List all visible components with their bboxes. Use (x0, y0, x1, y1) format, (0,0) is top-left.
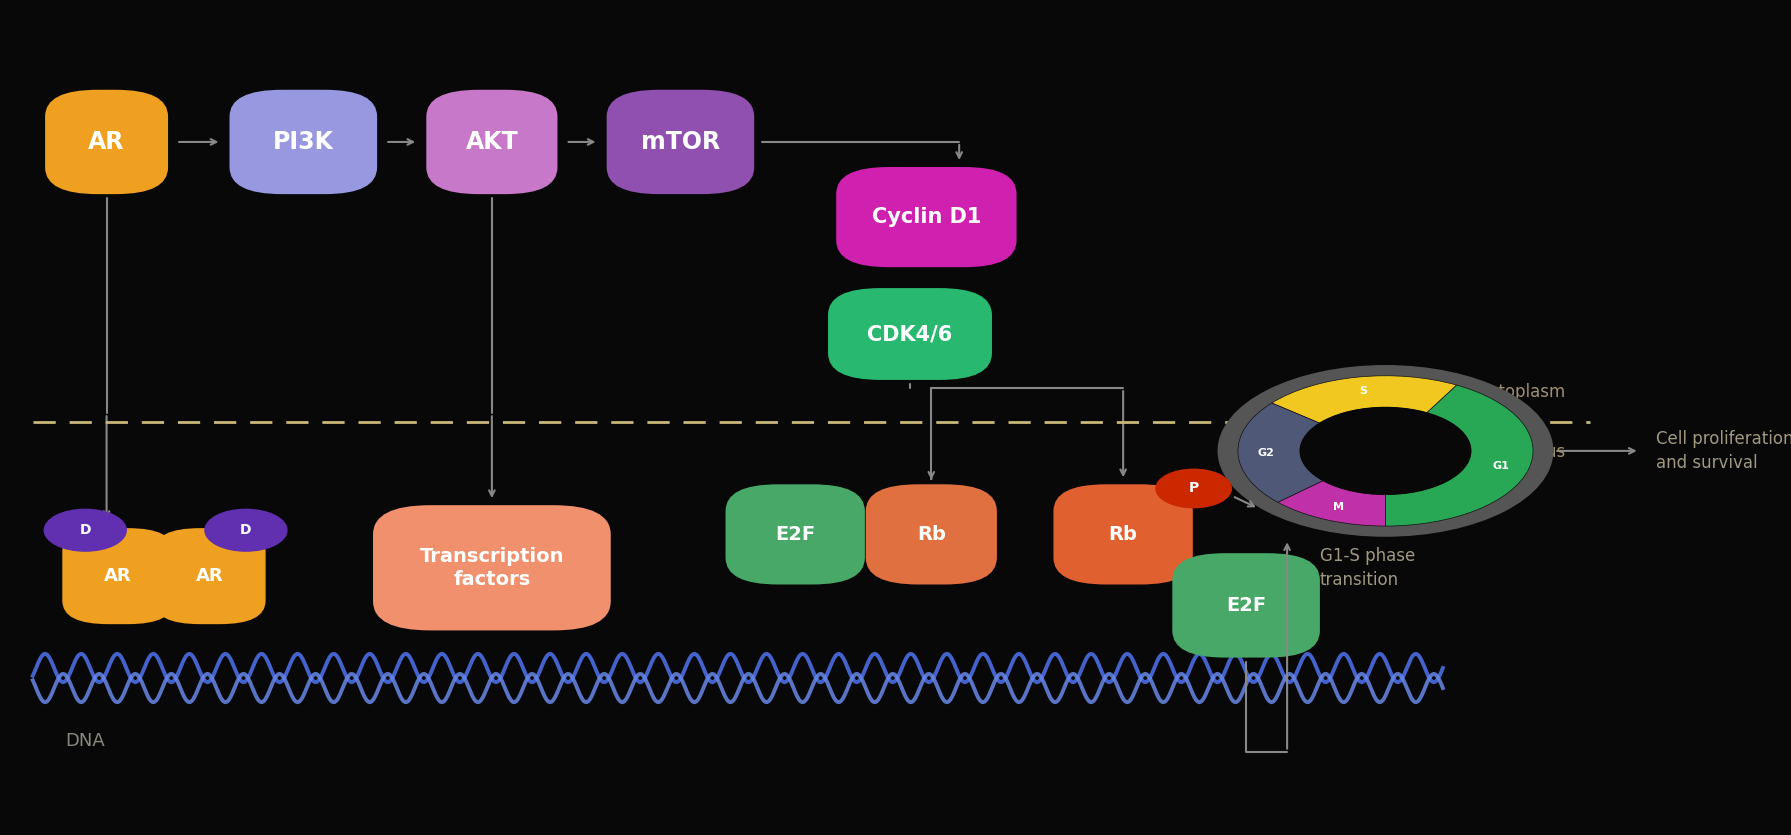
Text: E2F: E2F (1227, 596, 1266, 615)
FancyBboxPatch shape (426, 90, 557, 195)
FancyBboxPatch shape (725, 484, 865, 584)
FancyBboxPatch shape (865, 484, 998, 584)
Text: AR: AR (195, 567, 224, 585)
Wedge shape (1272, 376, 1456, 423)
Circle shape (1155, 469, 1232, 508)
Text: P: P (1189, 482, 1198, 495)
Text: D: D (240, 524, 253, 537)
Text: Rb: Rb (1109, 525, 1137, 544)
Text: AR: AR (88, 130, 125, 154)
Text: G1-S phase
transition: G1-S phase transition (1320, 547, 1415, 589)
Text: Rb: Rb (917, 525, 946, 544)
Circle shape (1300, 407, 1470, 494)
FancyBboxPatch shape (373, 505, 611, 630)
Text: DNA: DNA (66, 732, 106, 751)
Text: E2F: E2F (776, 525, 815, 544)
Text: G1: G1 (1494, 461, 1510, 471)
FancyBboxPatch shape (63, 529, 174, 625)
FancyBboxPatch shape (1053, 484, 1193, 584)
Text: CDK4/6: CDK4/6 (867, 324, 953, 344)
Text: AKT: AKT (466, 130, 518, 154)
FancyBboxPatch shape (836, 167, 1017, 267)
Text: Transcription
factors: Transcription factors (419, 547, 564, 589)
Text: PI3K: PI3K (272, 130, 333, 154)
Text: D: D (79, 524, 91, 537)
Wedge shape (1238, 403, 1324, 503)
FancyBboxPatch shape (1173, 553, 1320, 658)
FancyBboxPatch shape (154, 529, 265, 625)
Text: AR: AR (104, 567, 133, 585)
Text: M: M (1333, 502, 1343, 512)
Text: Cell proliferation
and survival: Cell proliferation and survival (1657, 430, 1791, 472)
Text: S: S (1359, 386, 1367, 396)
Circle shape (45, 509, 125, 551)
FancyBboxPatch shape (607, 90, 754, 195)
Circle shape (204, 509, 287, 551)
Wedge shape (1386, 385, 1533, 526)
Wedge shape (1279, 481, 1386, 526)
FancyBboxPatch shape (229, 90, 378, 195)
Text: Nucleus: Nucleus (1499, 443, 1565, 461)
Text: Cytoplasm: Cytoplasm (1478, 382, 1565, 401)
FancyBboxPatch shape (45, 90, 168, 195)
Text: mTOR: mTOR (641, 130, 720, 154)
FancyBboxPatch shape (827, 288, 992, 380)
Circle shape (1218, 366, 1553, 536)
Text: Cyclin D1: Cyclin D1 (872, 207, 981, 227)
Text: G2: G2 (1257, 448, 1275, 458)
